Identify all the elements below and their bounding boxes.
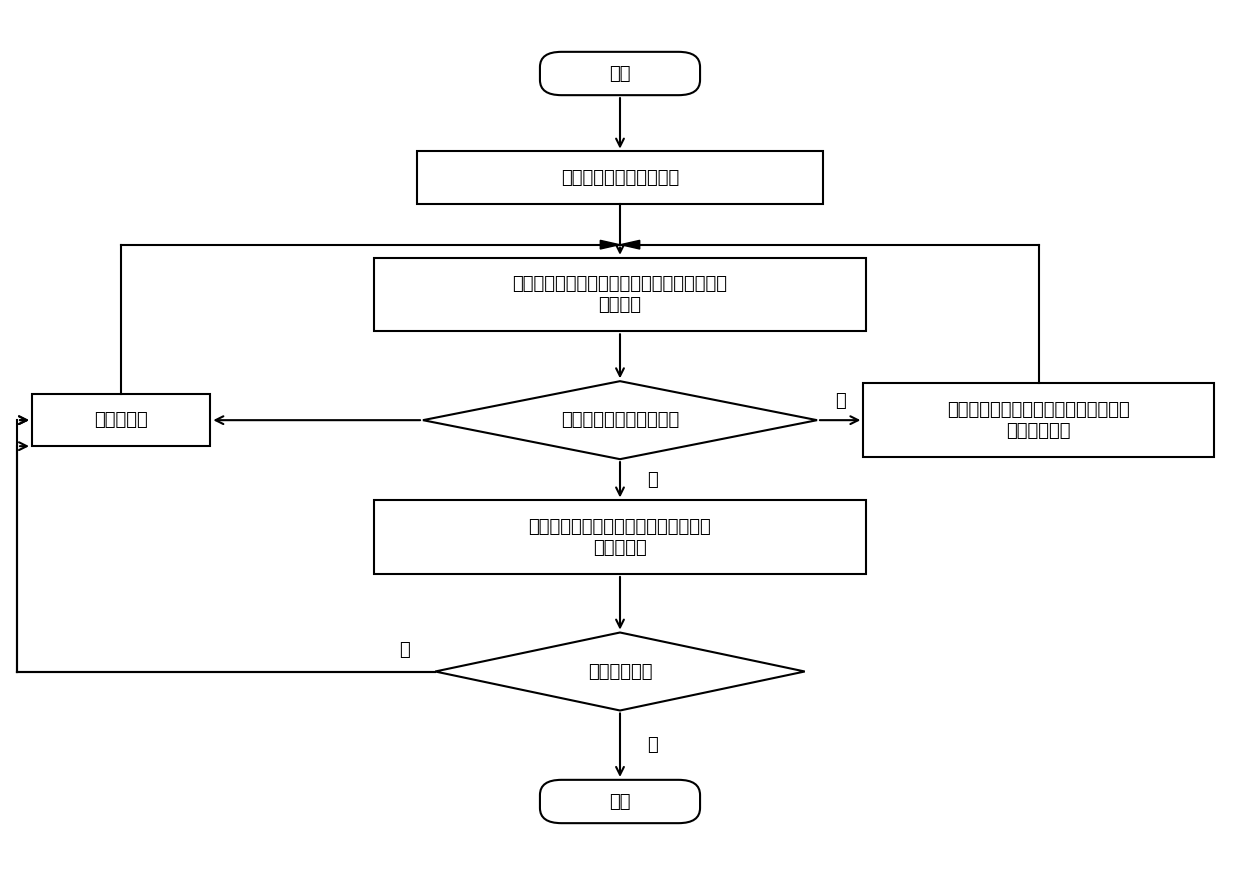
Bar: [32, 394, 211, 446]
Bar: [373, 500, 867, 574]
Text: 否: 否: [647, 471, 658, 489]
Bar: [417, 151, 823, 204]
FancyBboxPatch shape: [539, 52, 701, 95]
Polygon shape: [435, 633, 805, 711]
Text: 初始化首镜头及类内中心: 初始化首镜头及类内中心: [560, 169, 680, 186]
Text: 当前镜头分割完毕，并利用当前帧初始
化下一镜头: 当前镜头分割完毕，并利用当前帧初始 化下一镜头: [528, 518, 712, 556]
Text: 是否视频末帧: 是否视频末帧: [588, 662, 652, 681]
Polygon shape: [600, 241, 620, 249]
Text: 否: 否: [399, 640, 410, 659]
Text: 是: 是: [647, 736, 658, 754]
Text: 结束: 结束: [609, 793, 631, 810]
Text: 提取下一帧，计算与当前镜头类内中心的直方
图相似度: 提取下一帧，计算与当前镜头类内中心的直方 图相似度: [512, 275, 728, 314]
Bar: [373, 257, 867, 332]
Bar: [863, 383, 1214, 457]
FancyBboxPatch shape: [539, 780, 701, 823]
Text: 是否大于镜头相似度阈值: 是否大于镜头相似度阈值: [560, 411, 680, 429]
Text: 该帧属于当前镜头，并动态调整当前镜
头的类内中心: 该帧属于当前镜头，并动态调整当前镜 头的类内中心: [947, 401, 1130, 439]
Text: 开始: 开始: [609, 65, 631, 82]
Polygon shape: [423, 382, 817, 459]
Text: 是: 是: [835, 392, 846, 410]
Polygon shape: [620, 241, 640, 249]
Text: 进入下一帧: 进入下一帧: [94, 411, 148, 429]
